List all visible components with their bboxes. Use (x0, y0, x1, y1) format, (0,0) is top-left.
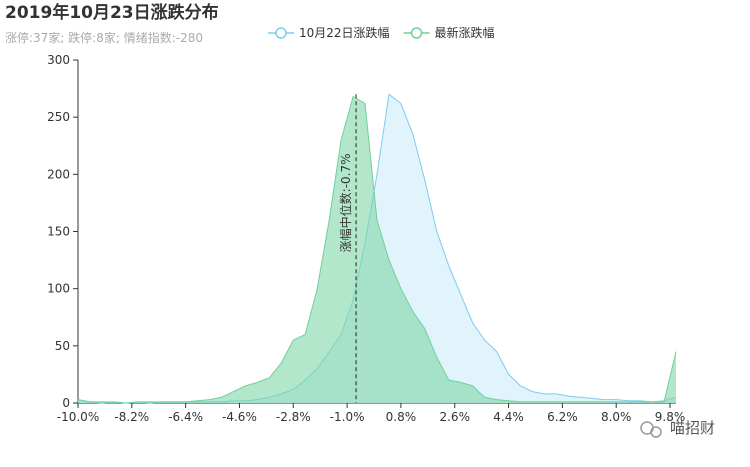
y-tick-label: 50 (55, 339, 70, 353)
legend-item: 最新涨跌幅 (403, 25, 495, 40)
y-tick-label: 250 (47, 110, 70, 124)
watermark-icon (640, 421, 662, 438)
x-tick-label: -10.0% (57, 410, 99, 424)
x-tick-label: 4.4% (493, 410, 524, 424)
watermark: 喵招财 (670, 419, 715, 437)
legend-marker (275, 27, 287, 39)
x-tick-label: -2.8% (276, 410, 311, 424)
legend-item: 10月22日涨跌幅 (268, 25, 390, 40)
chart-subtitle: 涨停:37家; 跌停:8家; 情绪指数:-280 (5, 30, 203, 45)
y-tick-label: 200 (47, 167, 70, 181)
y-tick-label: 150 (47, 225, 70, 239)
area-fill (78, 96, 676, 403)
x-tick-label: -1.0% (330, 410, 365, 424)
x-tick-label: 2.6% (439, 410, 470, 424)
y-tick-label: 300 (47, 53, 70, 67)
legend-label: 10月22日涨跌幅 (299, 25, 390, 40)
y-tick-label: 0 (62, 396, 70, 410)
x-tick-label: 0.8% (386, 410, 417, 424)
x-tick-label: -8.2% (114, 410, 149, 424)
x-tick-label: 8.0% (601, 410, 632, 424)
x-tick-label: -6.4% (168, 410, 203, 424)
x-tick-label: 9.8% (655, 410, 686, 424)
legend-marker (410, 27, 423, 39)
x-tick-label: 6.2% (547, 410, 578, 424)
chart-title: 2019年10月23日涨跌分布 (5, 2, 219, 23)
median-label: 涨幅中位数:-0.7% (338, 153, 353, 252)
x-tick-label: -4.6% (222, 410, 257, 424)
series-line (77, 95, 677, 404)
y-tick-label: 100 (47, 282, 70, 296)
legend-label: 最新涨跌幅 (435, 25, 495, 40)
